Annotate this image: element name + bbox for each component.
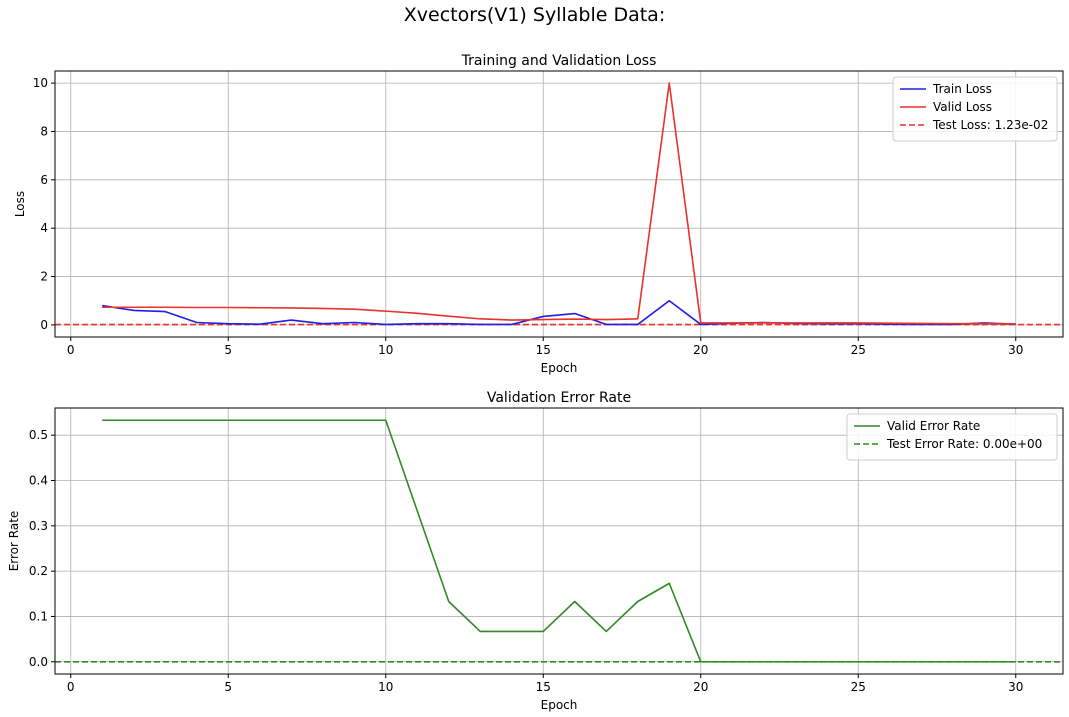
x-tick-label: 20 bbox=[693, 680, 708, 694]
chart-title: Validation Error Rate bbox=[487, 390, 631, 406]
x-tick-label: 10 bbox=[378, 343, 393, 357]
x-tick-label: 15 bbox=[536, 343, 551, 357]
x-tick-label: 10 bbox=[378, 680, 393, 694]
axes-frame bbox=[54, 407, 1064, 675]
legend-box bbox=[892, 76, 1058, 142]
y-tick-label: 6 bbox=[40, 173, 48, 187]
y-tick-label: 0.1 bbox=[29, 609, 48, 623]
y-axis-label: Error Rate bbox=[7, 511, 21, 572]
legend-label: Valid Loss bbox=[933, 100, 992, 114]
legend-label: Test Loss: 1.23e-02 bbox=[932, 118, 1048, 132]
series-line bbox=[102, 419, 1016, 663]
y-tick-label: 8 bbox=[40, 124, 48, 138]
series-line bbox=[102, 82, 1016, 325]
error-rate-chart: 0 5 10 15 20 25 30 0.0 0.1 0.2 0.3 0.4 0.5 Validation… bbox=[7, 390, 1064, 712]
x-tick-label: 5 bbox=[224, 343, 232, 357]
legend-label: Train Loss bbox=[932, 82, 992, 96]
chart-title: Training and Validation Loss bbox=[461, 53, 657, 69]
x-axis-label: Epoch bbox=[541, 361, 578, 375]
legend-box bbox=[846, 413, 1058, 461]
x-tick-label: 5 bbox=[224, 680, 232, 694]
x-tick-label: 15 bbox=[536, 680, 551, 694]
legend-label: Valid Error Rate bbox=[887, 419, 980, 433]
y-tick-label: 0.4 bbox=[29, 474, 48, 488]
plot-area bbox=[55, 419, 1063, 663]
series-line bbox=[102, 299, 1016, 326]
y-tick-label: 0 bbox=[40, 318, 48, 332]
y-tick-label: 0.2 bbox=[29, 564, 48, 578]
loss-chart: 0 5 10 15 20 25 30 0 2 4 6 8 10 Training and Validati… bbox=[13, 53, 1064, 375]
y-tick-label: 10 bbox=[33, 76, 48, 90]
y-tick-label: 4 bbox=[40, 221, 48, 235]
plot-area bbox=[55, 82, 1063, 326]
x-tick-label: 25 bbox=[851, 343, 866, 357]
x-tick-label: 0 bbox=[67, 680, 75, 694]
x-axis-label: Epoch bbox=[541, 698, 578, 712]
legend-label: Test Error Rate: 0.00e+00 bbox=[886, 437, 1042, 451]
legend: Train Loss Valid Loss Test Loss: 1.23e-02 bbox=[892, 76, 1058, 142]
x-tick-label: 25 bbox=[851, 680, 866, 694]
y-axis-label: Loss bbox=[13, 191, 27, 217]
legend: Valid Error Rate Test Error Rate: 0.00e+0… bbox=[846, 413, 1058, 461]
y-tick-label: 0.5 bbox=[29, 428, 48, 442]
x-tick-label: 30 bbox=[1008, 343, 1023, 357]
x-tick-label: 0 bbox=[67, 343, 75, 357]
axes-frame bbox=[54, 70, 1064, 338]
y-tick-label: 0.3 bbox=[29, 519, 48, 533]
y-tick-label: 2 bbox=[40, 270, 48, 284]
figure-title: Xvectors(V1) Syllable Data: bbox=[403, 4, 666, 26]
y-tick-label: 0.0 bbox=[29, 655, 48, 669]
x-tick-label: 20 bbox=[693, 343, 708, 357]
x-tick-label: 30 bbox=[1008, 680, 1023, 694]
